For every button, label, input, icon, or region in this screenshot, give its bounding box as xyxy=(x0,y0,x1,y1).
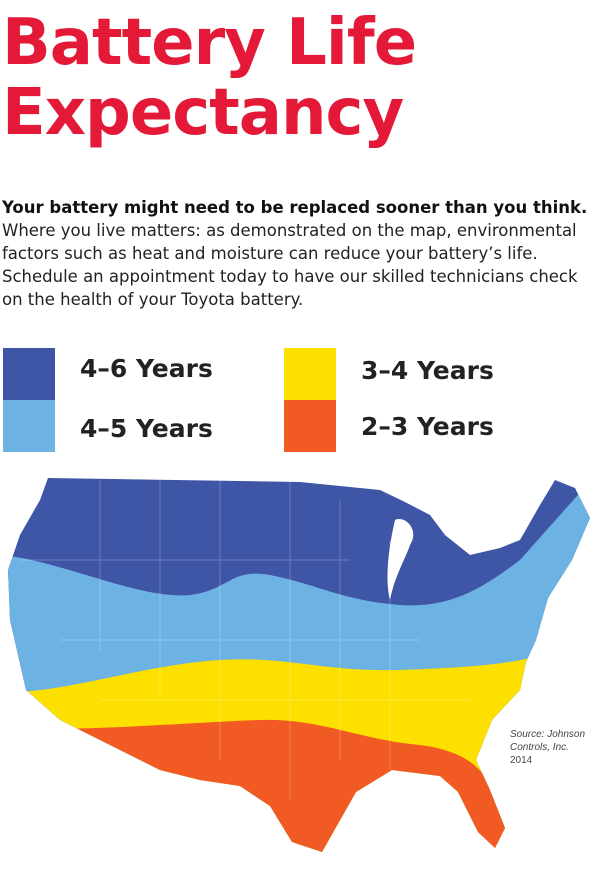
intro-text: Your battery might need to be replaced s… xyxy=(2,196,598,311)
intro-headline: Your battery might need to be replaced s… xyxy=(2,198,588,217)
legend-label-2-3: 2–3 Years xyxy=(361,412,494,441)
source-line-2: Controls, Inc. xyxy=(510,742,569,753)
map-source: Source: Johnson Controls, Inc. 2014 xyxy=(510,728,585,767)
source-line-1: Source: Johnson xyxy=(510,729,586,740)
legend-swatch-3-4 xyxy=(284,348,336,400)
legend-swatch-2-3 xyxy=(284,400,336,452)
source-year: 2014 xyxy=(510,755,533,766)
legend-label-3-4: 3–4 Years xyxy=(361,356,494,385)
state-borders xyxy=(20,480,470,800)
title-line-2: Expectancy xyxy=(2,76,404,150)
title-line-1: Battery Life xyxy=(2,6,417,80)
intro-body: Where you live matters: as demonstrated … xyxy=(2,221,578,309)
page-title: Battery Life Expectancy xyxy=(2,6,417,150)
legend-label-4-5: 4–5 Years xyxy=(80,414,213,443)
legend-swatch-4-6 xyxy=(3,348,55,400)
legend-label-4-6: 4–6 Years xyxy=(80,354,213,383)
legend-swatch-4-5 xyxy=(3,400,55,452)
us-battery-map xyxy=(8,478,590,852)
great-lakes xyxy=(387,519,414,600)
